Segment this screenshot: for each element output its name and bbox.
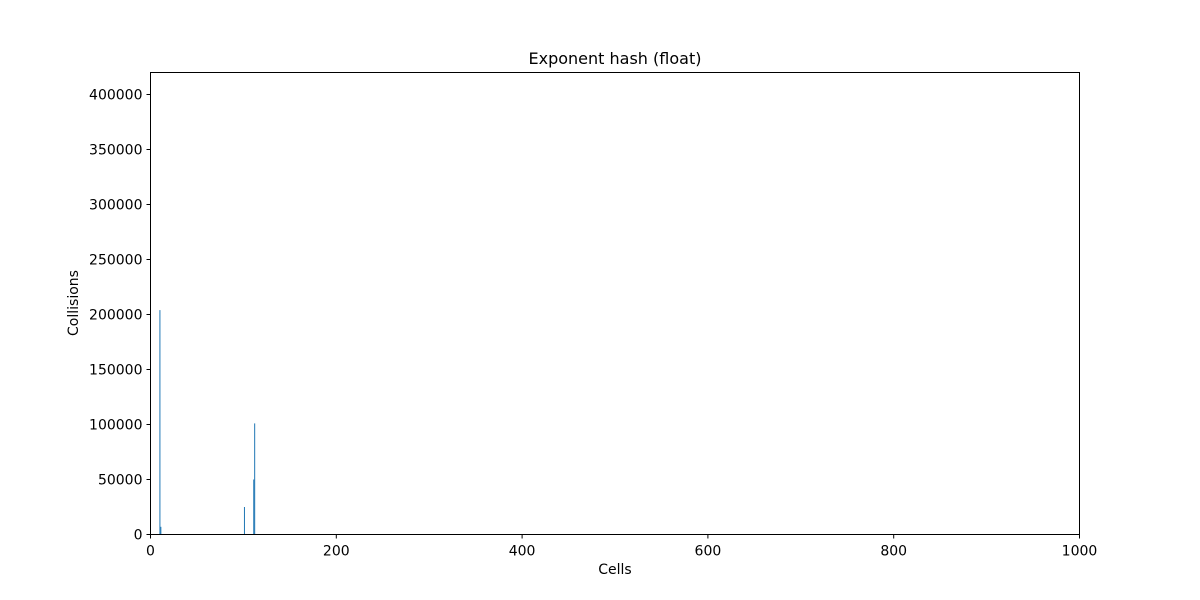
chart-title: Exponent hash (float) [529, 49, 702, 68]
y-tick-label: 0 [134, 528, 143, 544]
plot-frame [150, 72, 1080, 535]
x-axis-label: Cells [598, 562, 631, 578]
y-tick-label: 200000 [89, 308, 142, 324]
y-tick-label: 250000 [89, 253, 142, 269]
y-tick-label: 150000 [89, 363, 142, 379]
bar [243, 507, 245, 535]
y-tick-label: 400000 [89, 88, 142, 104]
bar [159, 310, 161, 535]
x-tick-label: 800 [880, 544, 907, 560]
y-axis-label: Collisions [66, 270, 82, 336]
y-axis-ticks: 0 50000 100000 150000 200000 250000 300000 3500… [89, 88, 151, 544]
bar [254, 423, 256, 535]
x-tick-label: 400 [509, 544, 536, 560]
y-tick-label: 300000 [89, 198, 142, 214]
x-tick-label: 1000 [1062, 544, 1098, 560]
y-tick-label: 100000 [89, 418, 142, 434]
x-tick-label: 200 [323, 544, 350, 560]
y-tick-label: 350000 [89, 143, 142, 159]
x-tick-label: 0 [146, 544, 155, 560]
bar [160, 526, 162, 535]
x-tick-label: 600 [695, 544, 722, 560]
bars-group [159, 310, 256, 535]
y-tick-label: 50000 [98, 473, 143, 489]
x-axis-ticks: 0 200 400 600 800 1000 [146, 534, 1098, 560]
bar [253, 479, 255, 535]
